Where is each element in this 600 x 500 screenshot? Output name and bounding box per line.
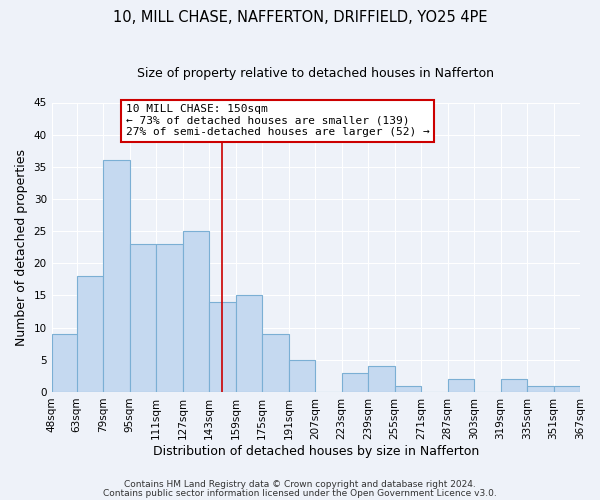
X-axis label: Distribution of detached houses by size in Nafferton: Distribution of detached houses by size … <box>153 444 479 458</box>
Bar <box>262 334 289 392</box>
Bar <box>368 366 395 392</box>
Bar <box>236 296 262 392</box>
Bar <box>77 276 103 392</box>
Bar <box>527 386 554 392</box>
Bar <box>395 386 421 392</box>
Title: Size of property relative to detached houses in Nafferton: Size of property relative to detached ho… <box>137 68 494 80</box>
Bar <box>448 379 474 392</box>
Bar <box>182 231 209 392</box>
Text: 10 MILL CHASE: 150sqm
← 73% of detached houses are smaller (139)
27% of semi-det: 10 MILL CHASE: 150sqm ← 73% of detached … <box>125 104 430 137</box>
Bar <box>52 334 78 392</box>
Y-axis label: Number of detached properties: Number of detached properties <box>15 148 28 346</box>
Text: Contains HM Land Registry data © Crown copyright and database right 2024.: Contains HM Land Registry data © Crown c… <box>124 480 476 489</box>
Bar <box>500 379 527 392</box>
Bar <box>289 360 315 392</box>
Bar <box>103 160 130 392</box>
Bar <box>554 386 580 392</box>
Bar <box>130 244 156 392</box>
Bar <box>341 372 368 392</box>
Bar <box>156 244 182 392</box>
Text: Contains public sector information licensed under the Open Government Licence v3: Contains public sector information licen… <box>103 488 497 498</box>
Bar <box>209 302 236 392</box>
Text: 10, MILL CHASE, NAFFERTON, DRIFFIELD, YO25 4PE: 10, MILL CHASE, NAFFERTON, DRIFFIELD, YO… <box>113 10 487 25</box>
